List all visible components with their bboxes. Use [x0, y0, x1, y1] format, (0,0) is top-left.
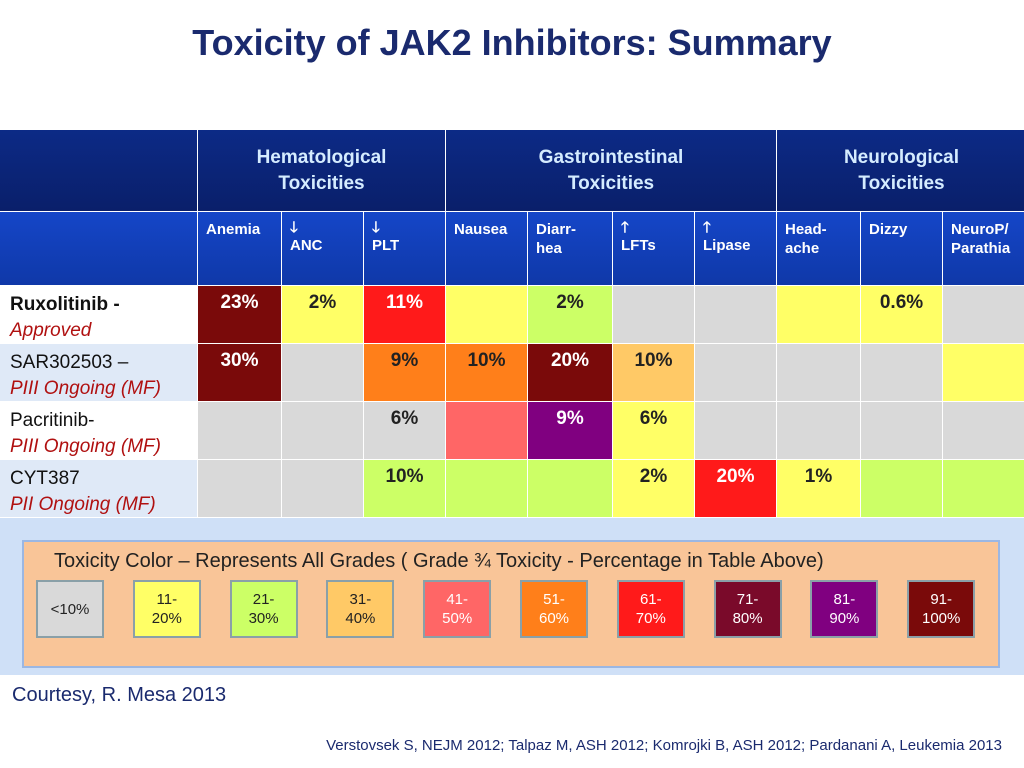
- column-header: 🡑 Lipase: [695, 212, 777, 286]
- column-header: Head- ache: [777, 212, 861, 286]
- toxicity-cell: 9%: [364, 344, 446, 402]
- toxicity-cell: [777, 344, 861, 402]
- column-label: LFTs: [621, 237, 656, 254]
- column-label: PLT: [372, 237, 400, 254]
- legend-swatch: 91- 100%: [907, 580, 976, 638]
- toxicity-cell: 20%: [695, 460, 777, 518]
- toxicity-cell: 2%: [613, 460, 695, 518]
- toxicity-cell: 30%: [198, 344, 282, 402]
- drug-status: PII Ongoing (MF): [10, 494, 156, 515]
- toxicity-cell: [943, 460, 1024, 518]
- drug-name: Ruxolitinib -: [10, 294, 120, 315]
- column-label: Nausea: [454, 221, 508, 238]
- toxicity-cell: [528, 460, 613, 518]
- arrow-up-icon: 🡑: [703, 219, 711, 236]
- toxicity-cell: [446, 402, 528, 460]
- toxicity-cell: [695, 286, 777, 344]
- row-label: SAR302503 – PIII Ongoing (MF): [0, 344, 198, 402]
- header-corner: [0, 130, 198, 212]
- toxicity-cell: 1%: [777, 460, 861, 518]
- toxicity-cell: [861, 344, 943, 402]
- legend-swatch: 31- 40%: [326, 580, 395, 638]
- toxicity-cell: 23%: [198, 286, 282, 344]
- toxicity-cell: [777, 402, 861, 460]
- legend-swatch: 11- 20%: [132, 580, 201, 638]
- toxicity-cell: [695, 344, 777, 402]
- column-header: NeuroP/ Parathia: [943, 212, 1024, 286]
- toxicity-cell: [613, 286, 695, 344]
- column-label: Diarr- hea: [536, 221, 577, 257]
- references: Verstovsek S, NEJM 2012; Talpaz M, ASH 2…: [326, 737, 1002, 754]
- column-label: Head- ache: [785, 221, 827, 257]
- toxicity-cell: 6%: [364, 402, 446, 460]
- legend-swatch: 41- 50%: [423, 580, 492, 638]
- toxicity-table-panel: Hematological Toxicities Gastrointestinal…: [0, 130, 1024, 675]
- column-header: Diarr- hea: [528, 212, 613, 286]
- toxicity-cell: 11%: [364, 286, 446, 344]
- drug-name: SAR302503 –: [10, 352, 129, 373]
- legend-swatch: 71- 80%: [713, 580, 782, 638]
- toxicity-cell: 2%: [282, 286, 364, 344]
- toxicity-cell: [861, 460, 943, 518]
- column-label: NeuroP/ Parathia: [951, 221, 1011, 257]
- courtesy-note: Courtesy, R. Mesa 2013: [12, 684, 227, 706]
- toxicity-cell: 20%: [528, 344, 613, 402]
- drug-name: CYT387: [10, 468, 80, 489]
- column-label: Lipase: [703, 237, 751, 254]
- toxicity-cell: [446, 460, 528, 518]
- toxicity-cell: [282, 402, 364, 460]
- color-legend: Toxicity Color – Represents All Grades (…: [22, 540, 1000, 668]
- toxicity-cell: [695, 402, 777, 460]
- arrow-up-icon: 🡑: [621, 219, 629, 236]
- slide-title: Toxicity of JAK2 Inhibitors: Summary: [192, 22, 832, 63]
- arrow-down-icon: 🡓: [372, 219, 380, 236]
- column-header: Dizzy: [861, 212, 943, 286]
- toxicity-cell: [282, 344, 364, 402]
- drug-name: Pacritinib-: [10, 410, 95, 431]
- toxicity-cell: [943, 402, 1024, 460]
- toxicity-cell: 2%: [528, 286, 613, 344]
- group-header: Hematological Toxicities: [198, 130, 446, 212]
- subheader-corner: [0, 212, 198, 286]
- legend-title: Toxicity Color – Represents All Grades (…: [54, 550, 824, 572]
- toxicity-table: Hematological Toxicities Gastrointestinal…: [0, 130, 1024, 520]
- column-header: 🡓 ANC: [282, 212, 364, 286]
- drug-status: PIII Ongoing (MF): [10, 378, 161, 399]
- toxicity-cell: [861, 402, 943, 460]
- toxicity-cell: 10%: [446, 344, 528, 402]
- toxicity-cell: [943, 344, 1024, 402]
- column-label: Dizzy: [869, 221, 908, 238]
- row-label: Pacritinib- PIII Ongoing (MF): [0, 402, 198, 460]
- drug-status: Approved: [10, 320, 92, 341]
- toxicity-cell: [777, 286, 861, 344]
- column-header: Nausea: [446, 212, 528, 286]
- column-header: 🡓 PLT: [364, 212, 446, 286]
- legend-swatch: <10%: [36, 580, 104, 638]
- legend-swatch: 61- 70%: [616, 580, 685, 638]
- toxicity-cell: [943, 286, 1024, 344]
- legend-swatch: 81- 90%: [810, 580, 879, 638]
- column-label: Anemia: [206, 221, 261, 238]
- toxicity-cell: 10%: [364, 460, 446, 518]
- arrow-down-icon: 🡓: [290, 219, 298, 236]
- toxicity-cell: [198, 402, 282, 460]
- toxicity-cell: 0.6%: [861, 286, 943, 344]
- toxicity-cell: [198, 460, 282, 518]
- column-label: ANC: [290, 237, 323, 254]
- group-header: Neurological Toxicities: [777, 130, 1024, 212]
- legend-swatch: 51- 60%: [520, 580, 588, 638]
- toxicity-cell: 10%: [613, 344, 695, 402]
- column-header: 🡑 LFTs: [613, 212, 695, 286]
- toxicity-cell: 9%: [528, 402, 613, 460]
- drug-status: PIII Ongoing (MF): [10, 436, 161, 457]
- toxicity-cell: [282, 460, 364, 518]
- toxicity-cell: [446, 286, 528, 344]
- toxicity-cell: 6%: [613, 402, 695, 460]
- row-label: CYT387 PII Ongoing (MF): [0, 460, 198, 518]
- legend-swatch: 21- 30%: [229, 580, 298, 638]
- group-header: Gastrointestinal Toxicities: [446, 130, 777, 212]
- column-header: Anemia: [198, 212, 282, 286]
- row-label: Ruxolitinib - Approved: [0, 286, 198, 344]
